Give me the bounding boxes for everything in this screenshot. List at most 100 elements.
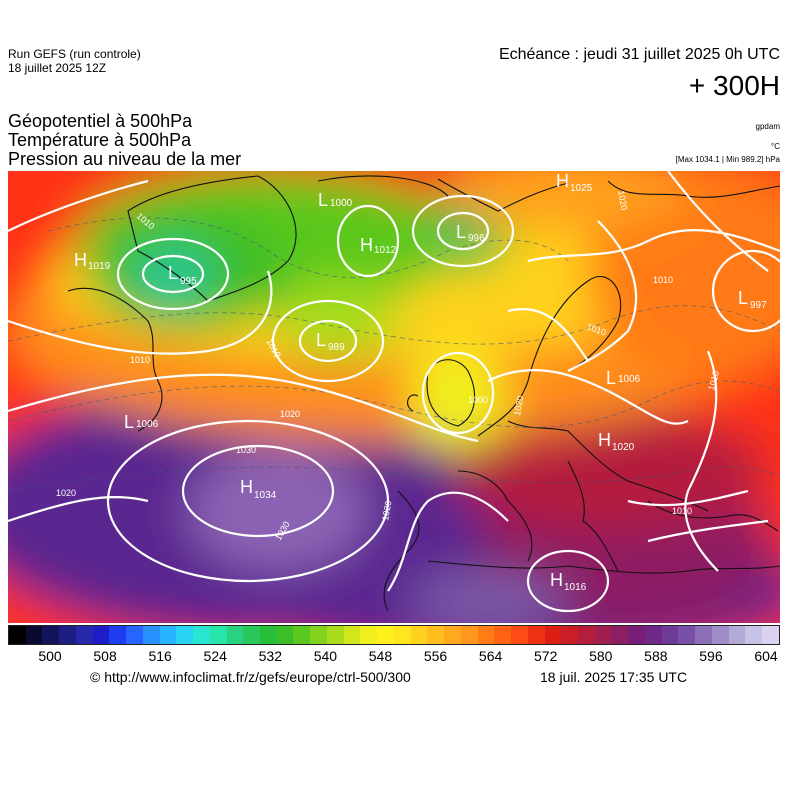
scale-swatch [243, 626, 261, 644]
pressure-center: H [74, 250, 87, 270]
scale-swatch [343, 626, 361, 644]
color-scale [8, 625, 780, 645]
scale-swatch [644, 626, 662, 644]
pressure-center-value: 1012 [374, 245, 397, 256]
scale-swatch [377, 626, 394, 644]
scale-swatch [25, 626, 43, 644]
pressure-center: L [316, 330, 326, 350]
isobar-label: 1010 [653, 275, 673, 285]
scale-swatch [460, 626, 478, 644]
scale-swatch [410, 626, 428, 644]
scale-swatch [427, 626, 445, 644]
scale-swatch [176, 626, 194, 644]
pressure-center-value: 1016 [564, 582, 587, 593]
pressure-center-value: 1034 [254, 490, 277, 501]
scale-swatch [142, 626, 160, 644]
scale-swatch [109, 626, 127, 644]
scale-tick-label: 564 [478, 648, 503, 664]
scale-swatch [226, 626, 244, 644]
scale-swatch [577, 626, 595, 644]
scale-swatch [611, 626, 629, 644]
weather-map: H 1019 L 995 L 1000 H 1012 L 996 H 1025 … [8, 171, 780, 623]
scale-tick-label: 516 [148, 648, 172, 664]
pressure-center: L [124, 412, 134, 432]
scale-tick-label: 588 [644, 648, 668, 664]
pressure-range: [Max 1034.1 | Min 989.2] hPa [675, 155, 780, 164]
isobar-label: 1020 [380, 500, 393, 521]
pressure-center: H [556, 171, 569, 191]
pressure-center-value: 1019 [88, 261, 111, 272]
scale-swatch [695, 626, 712, 644]
scale-swatch [209, 626, 227, 644]
unit-gpdam: gpdam [755, 122, 780, 131]
isobar-label: 1000 [468, 395, 488, 405]
isobar-label: 1020 [280, 409, 300, 419]
run-name: Run GEFS (run controle) [8, 47, 141, 61]
map-canvas: H 1019 L 995 L 1000 H 1012 L 996 H 1025 … [8, 171, 780, 623]
scale-swatch [661, 626, 679, 644]
scale-swatch [293, 626, 311, 644]
pressure-center: L [318, 190, 328, 210]
scale-swatch [628, 626, 645, 644]
title-geopotential: Géopotentiel à 500hPa [8, 111, 193, 131]
scale-tick-label: 572 [534, 648, 558, 664]
scale-swatch [494, 626, 512, 644]
scale-ticks: 500 508 516 524 532 540 548 556 564 572 580 588 596 6… [8, 648, 780, 666]
scale-swatch [511, 626, 528, 644]
pressure-center: H [240, 477, 253, 497]
lead-time: + 300H [688, 70, 780, 101]
scale-tick-label: 524 [203, 648, 227, 664]
pressure-center: L [738, 288, 748, 308]
scale-tick-label: 548 [368, 648, 393, 664]
scale-swatch [360, 626, 378, 644]
pressure-center-value: 995 [180, 276, 197, 287]
scale-swatch [92, 626, 110, 644]
scale-tick-label: 580 [589, 648, 613, 664]
scale-tick-label: 532 [258, 648, 282, 664]
scale-swatch [544, 626, 562, 644]
scale-swatch [444, 626, 461, 644]
pressure-center: H [550, 570, 563, 590]
scale-swatch [745, 626, 763, 644]
scale-swatch [678, 626, 696, 644]
scale-swatch [126, 626, 143, 644]
pressure-center: L [168, 263, 178, 283]
isobars [8, 171, 780, 613]
scale-swatch [711, 626, 729, 644]
scale-swatch [159, 626, 177, 644]
pressure-center-value: 997 [750, 300, 767, 311]
scale-tick-label: 540 [313, 648, 338, 664]
scale-swatch [193, 626, 210, 644]
scale-swatch [276, 626, 294, 644]
pressure-center: H [360, 235, 373, 255]
run-date: 18 juillet 2025 12Z [8, 61, 107, 75]
isobar-label: 1020 [512, 395, 525, 416]
isobar-label: 1020 [616, 190, 629, 211]
pressure-center: L [456, 222, 466, 242]
pressure-center-value: 989 [328, 342, 345, 353]
scale-swatch [260, 626, 277, 644]
scale-tick-label: 508 [93, 648, 117, 664]
pressure-center: L [606, 368, 616, 388]
scale-swatch [561, 626, 578, 644]
generated-time: 18 juil. 2025 17:35 UTC [540, 669, 688, 685]
isobar-label: 1030 [236, 445, 256, 455]
scale-tick-label: 500 [38, 648, 62, 664]
scale-swatch [762, 626, 779, 644]
scale-swatch [9, 626, 26, 644]
forecast-echeance: Echéance : jeudi 31 juillet 2025 0h UTC [498, 46, 780, 63]
scale-swatch [527, 626, 545, 644]
pressure-center: H [598, 430, 611, 450]
scale-swatch [42, 626, 60, 644]
scale-swatch [326, 626, 344, 644]
scale-swatch [75, 626, 93, 644]
pressure-center-value: 1025 [570, 183, 593, 194]
pressure-center-value: 1000 [330, 198, 353, 209]
scale-swatch [59, 626, 76, 644]
pressure-center-value: 1006 [136, 419, 159, 430]
isobar-label: 1010 [130, 355, 150, 365]
title-pressure: Pression au niveau de la mer [8, 149, 242, 169]
pressure-center-value: 996 [468, 233, 485, 244]
scale-tick-label: 604 [754, 648, 778, 664]
pressure-center-value: 1020 [612, 442, 635, 453]
